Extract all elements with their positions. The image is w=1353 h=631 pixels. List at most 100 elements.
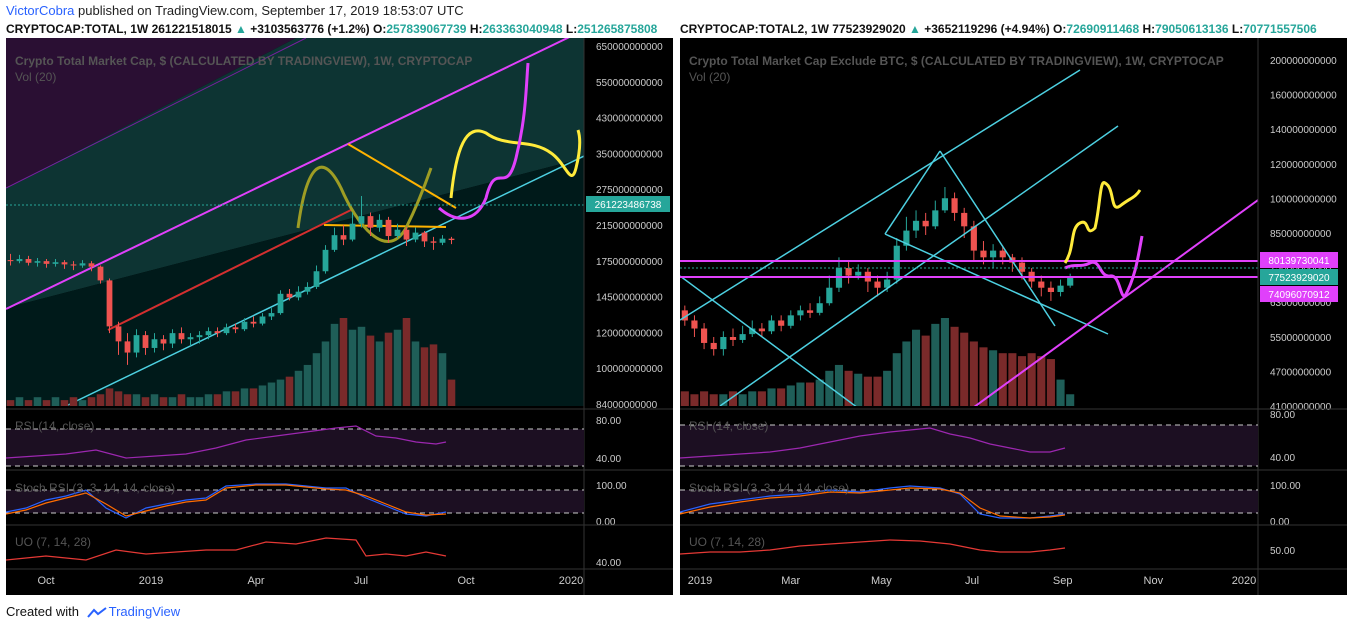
volume-bar: [114, 391, 123, 406]
open-label: O:: [373, 22, 387, 36]
candle-body: [729, 337, 737, 340]
volume-bar: [921, 335, 930, 406]
stoch-tick-100: 100.00: [596, 481, 627, 492]
up-arrow-icon: ▲: [235, 22, 247, 36]
rsi-tick-40: 40.00: [1270, 453, 1295, 464]
volume-bar: [123, 394, 132, 406]
volume-bar: [728, 391, 738, 406]
low-label: L:: [565, 22, 578, 36]
candle-body: [448, 238, 455, 241]
volume-bar: [339, 318, 348, 406]
volume-bar: [438, 353, 447, 406]
volume-bar: [348, 329, 357, 406]
volume-bar: [402, 318, 411, 406]
y-tick-label: 650000000000: [596, 42, 663, 53]
volume-bar: [240, 388, 249, 406]
candle-body: [43, 261, 50, 264]
volume-bar: [51, 397, 60, 406]
candle-body: [710, 342, 717, 350]
volume-bar: [69, 397, 78, 406]
candle-body: [394, 229, 401, 237]
candle-body: [980, 250, 987, 258]
candle-body: [758, 328, 765, 332]
candle-body: [826, 287, 833, 304]
volume-bar: [892, 353, 901, 406]
volume-bar: [105, 388, 114, 406]
open-value: 72690911468: [1066, 22, 1140, 36]
price-axis-left: [584, 38, 673, 595]
candle-body: [232, 327, 239, 330]
volume-bar: [294, 370, 303, 406]
ticker-last: 77523929020: [832, 22, 906, 36]
volume-bar: [375, 341, 384, 406]
volume-bar: [786, 385, 795, 406]
price-label-box: [1260, 252, 1338, 268]
x-tick-label: 2020: [1232, 575, 1256, 587]
candle-body: [34, 261, 41, 263]
volume-bar: [249, 388, 258, 406]
candle-body: [922, 220, 929, 227]
ticker-change: +3652119296 (+4.94%): [924, 22, 1050, 36]
candle-body: [16, 259, 23, 262]
candle-body: [874, 281, 881, 288]
candle-body: [1018, 262, 1026, 272]
volume-bar: [204, 394, 213, 406]
high-label: H:: [1142, 22, 1156, 36]
volume-bar: [700, 391, 709, 406]
chart-panel-right[interactable]: 200000000000 160000000000 140000000000 1200…: [680, 38, 1347, 595]
candle-body: [739, 334, 746, 340]
volume-bar: [1017, 356, 1027, 406]
volume-bar: [998, 353, 1007, 406]
drawings-right: [680, 69, 1258, 406]
candle-body: [951, 198, 958, 213]
candle-body: [412, 232, 419, 240]
high-label: H:: [469, 22, 483, 36]
chart-right-svg[interactable]: 200000000000 160000000000 140000000000 1200…: [680, 38, 1347, 595]
volume-bar: [796, 382, 805, 406]
candle-body: [223, 327, 230, 334]
volume-bar: [960, 332, 969, 406]
stoch-label: Stoch RSI (3, 3, 14, 14, close): [689, 481, 849, 495]
candle-body: [1047, 287, 1054, 292]
volume-bar: [834, 364, 844, 406]
rsi-line: [680, 427, 1066, 459]
candle-body: [322, 249, 329, 272]
candle-body: [778, 320, 785, 326]
high-value: 263363040948: [482, 22, 563, 36]
candle-body: [142, 335, 149, 348]
volume-label: Vol (20): [15, 70, 56, 84]
candle-body: [124, 341, 131, 353]
volume-bar: [384, 332, 393, 406]
candle-body: [787, 315, 794, 326]
volume-bar: [979, 347, 988, 406]
candle-body: [133, 335, 140, 353]
author-name[interactable]: VictorCobra: [6, 3, 75, 18]
chart-panel-left[interactable]: 650000000000 550000000000 430000000000 3500…: [6, 38, 673, 595]
candle-body: [268, 313, 275, 317]
candle-body: [205, 331, 212, 336]
volume-bar: [1037, 356, 1046, 406]
candle-body: [691, 320, 698, 329]
x-tick-label: 2019: [139, 575, 163, 587]
volume-bar: [873, 376, 882, 406]
ticker-change: +3103563776 (+1.2%): [250, 22, 370, 36]
uo-tick-50: 50.00: [1270, 546, 1295, 557]
stoch-k-line: [680, 485, 1066, 519]
volume-bar: [150, 394, 159, 406]
volume-bar: [60, 400, 69, 406]
tradingview-brand[interactable]: TradingView: [108, 604, 181, 619]
candle-body: [88, 263, 95, 267]
stoch-tick-0: 0.00: [1270, 517, 1290, 528]
y-tick-label: 63000000000: [1270, 298, 1332, 309]
chart-left-svg[interactable]: 650000000000 550000000000 430000000000 3500…: [6, 38, 673, 595]
candle-body: [439, 238, 446, 243]
candle-body: [720, 337, 727, 350]
y-axis-ticks-left: 650000000000 550000000000 430000000000 3500…: [596, 42, 663, 411]
candle-body: [430, 241, 437, 243]
low-value: 251265875808: [577, 22, 658, 36]
volume-bar: [989, 350, 998, 406]
candle-body: [1067, 277, 1074, 286]
volume-bar: [950, 326, 959, 406]
stoch-label: Stoch RSI (3, 3, 14, 14, close): [15, 481, 175, 495]
volume-bar: [285, 376, 294, 406]
